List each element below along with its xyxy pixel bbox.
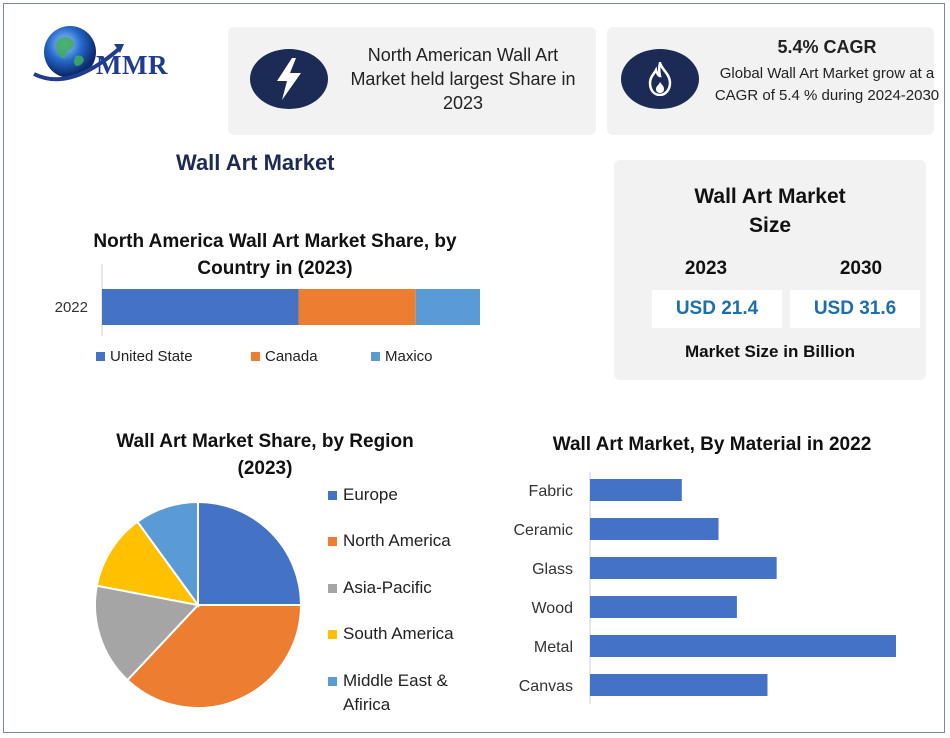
lightning-bolt-icon [250,49,328,109]
stack-segment-maxico [415,289,480,325]
material-bar-chart: Fabric Ceramic Glass Wood Metal Canvas [513,472,896,704]
region-share-chart-title: Wall Art Market Share, by Region (2023) [116,431,414,479]
category-label-wood: Wood [531,600,573,617]
legend-label: Middle East & Afirica [343,671,448,714]
cagr-card: 5.4% CAGR Global Wall Art Market grow at… [607,27,939,135]
value-2030: USD 31.6 [790,290,920,328]
legend-label: Asia-Pacific [343,578,432,597]
category-label-metal: Metal [534,639,573,656]
bar-wood [590,596,737,618]
legend-swatch [328,677,337,686]
legend-item-canada: Canada [251,348,318,365]
bar-metal [590,635,896,657]
legend-label: South America [343,624,454,643]
pie-slice-south-america [95,520,201,607]
category-label-fabric: Fabric [529,483,573,500]
year-2030-label: 2030 [839,258,883,279]
bar-fabric [590,479,682,501]
material-chart-title: Wall Art Market, By Material in 2022 [552,434,872,455]
country-share-chart: 2022 [55,264,480,336]
legend-item-united-state: United State [96,348,193,365]
legend-label: Canada [265,348,318,365]
legend-label: North America [343,531,451,550]
pie-slice-north-america [126,604,303,709]
bar-glass [590,557,777,579]
largest-share-card: North American Wall Art Market held larg… [228,27,596,135]
cagr-title: 5.4% CAGR [777,37,877,57]
legend-swatch [328,584,337,593]
page-title: Wall Art Market [176,150,335,175]
pie-legend-item-middle-east-afirica: Middle East & Afirica [328,669,473,717]
bar-ceramic [590,518,719,540]
stack-category-label: 2022 [55,299,88,316]
mmr-logo: MMR [30,22,190,92]
market-size-title-line2: Size [748,214,792,237]
category-label-canvas: Canvas [519,678,573,695]
category-label-glass: Glass [532,561,573,578]
bar-canvas [590,674,768,696]
stack-segment-united-state [102,289,299,325]
legend-swatch [328,491,337,500]
legend-item-maxico: Maxico [371,348,433,365]
cagr-text: Global Wall Art Market grow at a CAGR of… [714,65,940,104]
legend-label: Europe [343,485,398,504]
year-2023-label: 2023 [684,258,728,279]
flame-icon [621,49,699,109]
market-size-footer: Market Size in Billion [684,342,856,361]
legend-swatch [251,352,260,361]
category-label-ceramic: Ceramic [513,522,573,539]
pie-legend-item-north-america: North America [328,529,473,553]
legend-swatch [328,537,337,546]
pie-slice-asia-pacific [94,584,200,682]
market-size-title-line1: Wall Art Market [694,185,846,208]
pie-legend-item-asia-pacific: Asia-Pacific [328,576,473,600]
globe-icon [33,26,124,82]
logo-text: MMR [96,50,168,80]
legend-swatch [371,352,380,361]
market-size-box: Wall Art Market Size 2023 2030 USD 21.4 … [614,160,926,380]
pie-slice-middle-east-afirica [136,500,199,609]
value-2023: USD 21.4 [652,290,782,328]
legend-swatch [96,352,105,361]
market-size-title: Wall Art Market Size [614,182,926,240]
pie-slice-europe [197,500,303,606]
stack-segment-canada [298,289,416,325]
largest-share-text: North American Wall Art Market held larg… [350,45,576,113]
pie-legend-item-south-america: South America [328,622,473,646]
country-share-chart-title: North America Wall Art Market Share, by … [93,231,457,279]
pie-legend-item-europe: Europe [328,483,473,507]
legend-label: United State [110,348,193,365]
region-share-pie-chart [94,500,303,709]
legend-swatch [328,630,337,639]
legend-label: Maxico [385,348,433,365]
